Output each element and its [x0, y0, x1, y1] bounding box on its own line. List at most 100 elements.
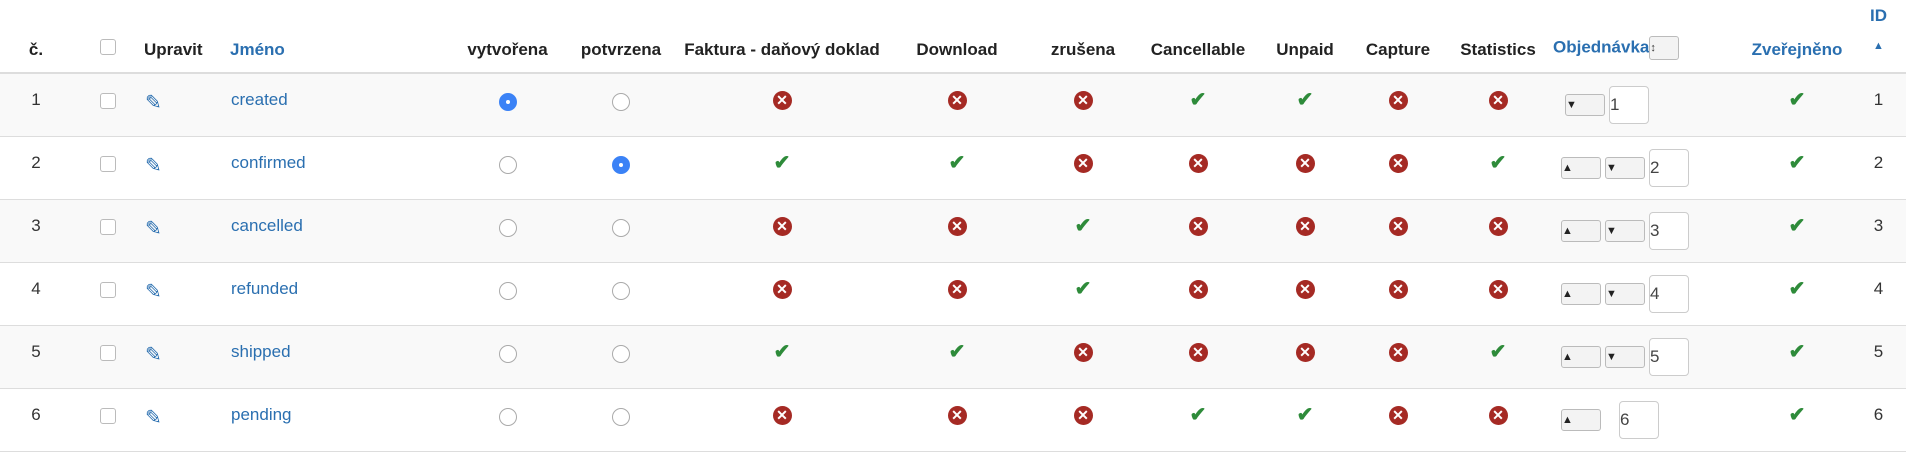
- header-name-sort[interactable]: Jméno: [230, 0, 450, 74]
- header-ordering[interactable]: Objednávka↕: [1553, 0, 1743, 74]
- cancellable-cell[interactable]: ✕: [1139, 262, 1257, 326]
- capture-cell[interactable]: ✕: [1353, 199, 1443, 263]
- times-circle-icon[interactable]: ✕: [947, 405, 967, 425]
- row-checkbox-cell[interactable]: [72, 262, 144, 326]
- check-icon[interactable]: ✔: [1296, 89, 1314, 111]
- pencil-icon[interactable]: ✎: [145, 406, 162, 429]
- move-down-button[interactable]: ▼: [1605, 219, 1645, 242]
- row-checkbox[interactable]: [100, 93, 116, 109]
- header-ordering-sort[interactable]: Objednávka: [1553, 37, 1650, 57]
- default-created-radio[interactable]: [498, 344, 517, 363]
- check-icon[interactable]: ✔: [1489, 151, 1507, 174]
- check-icon[interactable]: ✔: [1788, 151, 1806, 174]
- times-circle-icon[interactable]: ✕: [1073, 342, 1093, 362]
- times-circle-icon[interactable]: ✕: [1488, 216, 1508, 236]
- pencil-icon[interactable]: ✎: [145, 217, 162, 240]
- move-down-button[interactable]: ▼: [1605, 282, 1645, 305]
- status-name-link[interactable]: pending: [231, 404, 292, 424]
- edit-cell[interactable]: ✎: [144, 73, 230, 137]
- default-confirmed-cell[interactable]: [565, 262, 677, 326]
- row-checkbox[interactable]: [100, 407, 116, 424]
- row-checkbox[interactable]: [100, 344, 116, 361]
- default-confirmed-cell[interactable]: [565, 388, 677, 452]
- move-up-button[interactable]: ▲: [1561, 282, 1601, 305]
- cancelled-cell[interactable]: ✕: [1027, 325, 1139, 389]
- default-created-radio[interactable]: [498, 155, 517, 174]
- edit-cell[interactable]: ✎: [144, 262, 230, 326]
- select-all-checkbox[interactable]: [100, 39, 116, 55]
- cancelled-cell[interactable]: ✔: [1027, 199, 1139, 263]
- header-id-label[interactable]: ID: [1870, 6, 1887, 25]
- name-cell[interactable]: pending: [230, 388, 450, 452]
- pencil-icon[interactable]: ✎: [145, 343, 162, 366]
- row-checkbox-cell[interactable]: [72, 199, 144, 263]
- times-circle-icon[interactable]: ✕: [1295, 342, 1315, 362]
- order-input[interactable]: 5: [1649, 337, 1689, 376]
- times-circle-icon[interactable]: ✕: [1295, 279, 1315, 299]
- check-icon[interactable]: ✔: [1489, 340, 1507, 363]
- name-cell[interactable]: confirmed: [230, 136, 450, 200]
- name-cell[interactable]: shipped: [230, 325, 450, 389]
- published-cell[interactable]: ✔: [1743, 262, 1851, 326]
- invoice-cell[interactable]: ✕: [677, 262, 887, 326]
- default-confirmed-cell[interactable]: [565, 199, 677, 263]
- cancelled-cell[interactable]: ✕: [1027, 73, 1139, 137]
- check-icon[interactable]: ✔: [773, 151, 791, 174]
- default-created-radio[interactable]: [498, 218, 517, 237]
- check-icon[interactable]: ✔: [1788, 89, 1806, 111]
- move-up-button[interactable]: ▲: [1561, 408, 1601, 431]
- unpaid-cell[interactable]: ✔: [1257, 388, 1353, 452]
- times-circle-icon[interactable]: ✕: [1073, 91, 1093, 110]
- cancellable-cell[interactable]: ✔: [1139, 73, 1257, 137]
- default-created-radio[interactable]: [498, 407, 517, 426]
- check-icon[interactable]: ✔: [1788, 340, 1806, 363]
- row-checkbox[interactable]: [100, 155, 116, 172]
- invoice-cell[interactable]: ✔: [677, 325, 887, 389]
- order-input[interactable]: 6: [1619, 400, 1659, 439]
- default-created-radio[interactable]: [498, 281, 517, 300]
- unpaid-cell[interactable]: ✕: [1257, 199, 1353, 263]
- order-input[interactable]: 1: [1609, 86, 1649, 124]
- row-checkbox[interactable]: [100, 218, 116, 235]
- check-icon[interactable]: ✔: [773, 340, 791, 363]
- times-circle-icon[interactable]: ✕: [772, 91, 792, 110]
- row-checkbox[interactable]: [100, 281, 116, 298]
- times-circle-icon[interactable]: ✕: [772, 279, 792, 299]
- statistics-cell[interactable]: ✕: [1443, 388, 1553, 452]
- times-circle-icon[interactable]: ✕: [947, 279, 967, 299]
- times-circle-icon[interactable]: ✕: [1388, 342, 1408, 362]
- move-up-button[interactable]: ▲: [1561, 156, 1601, 179]
- header-published-sort[interactable]: Zveřejněno: [1743, 0, 1851, 74]
- times-circle-icon[interactable]: ✕: [1388, 405, 1408, 425]
- times-circle-icon[interactable]: ✕: [772, 405, 792, 425]
- download-cell[interactable]: ✔: [887, 136, 1027, 200]
- invoice-cell[interactable]: ✕: [677, 388, 887, 452]
- status-name-link[interactable]: cancelled: [231, 215, 303, 235]
- order-input[interactable]: 3: [1649, 211, 1689, 250]
- default-confirmed-radio[interactable]: [612, 407, 630, 426]
- order-input[interactable]: 4: [1649, 274, 1689, 313]
- statistics-cell[interactable]: ✔: [1443, 136, 1553, 200]
- pencil-icon[interactable]: ✎: [145, 92, 162, 114]
- published-cell[interactable]: ✔: [1743, 325, 1851, 389]
- name-cell[interactable]: created: [230, 73, 450, 137]
- published-cell[interactable]: ✔: [1743, 199, 1851, 263]
- move-down-button[interactable]: ▼: [1565, 94, 1605, 116]
- statistics-cell[interactable]: ✕: [1443, 262, 1553, 326]
- times-circle-icon[interactable]: ✕: [1388, 153, 1408, 173]
- check-icon[interactable]: ✔: [1189, 403, 1207, 426]
- name-cell[interactable]: cancelled: [230, 199, 450, 263]
- check-icon[interactable]: ✔: [1788, 277, 1806, 300]
- statistics-cell[interactable]: ✔: [1443, 325, 1553, 389]
- check-icon[interactable]: ✔: [1189, 89, 1207, 111]
- cancelled-cell[interactable]: ✔: [1027, 262, 1139, 326]
- download-cell[interactable]: ✔: [887, 325, 1027, 389]
- unpaid-cell[interactable]: ✔: [1257, 73, 1353, 137]
- times-circle-icon[interactable]: ✕: [1488, 91, 1508, 110]
- default-created-radio[interactable]: [498, 93, 517, 111]
- order-input[interactable]: 2: [1649, 148, 1689, 187]
- download-cell[interactable]: ✕: [887, 199, 1027, 263]
- edit-cell[interactable]: ✎: [144, 325, 230, 389]
- times-circle-icon[interactable]: ✕: [1188, 216, 1208, 236]
- unpaid-cell[interactable]: ✕: [1257, 262, 1353, 326]
